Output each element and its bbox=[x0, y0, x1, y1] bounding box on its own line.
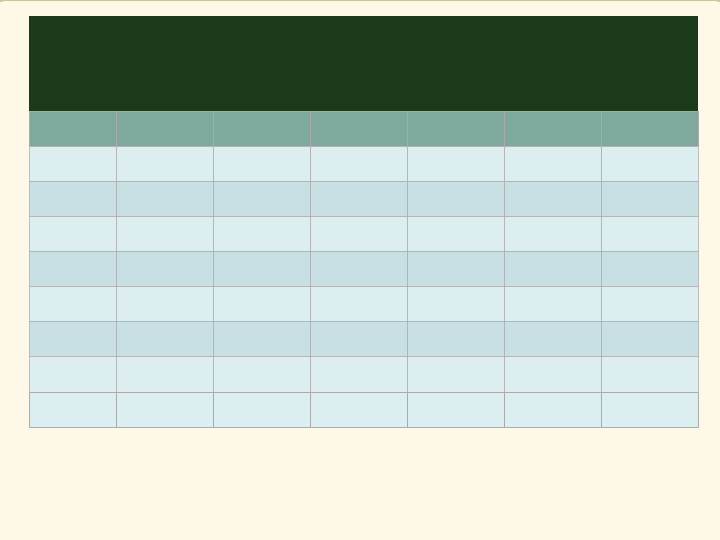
Text: 15-year: 15-year bbox=[526, 122, 580, 135]
Text: Year: Year bbox=[57, 122, 88, 135]
Text: 4.461: 4.461 bbox=[632, 332, 667, 346]
Text: 5-year: 5-year bbox=[239, 122, 284, 135]
Text: 16: 16 bbox=[65, 192, 80, 205]
Text: 100%: 100% bbox=[240, 402, 283, 416]
Text: 5.91: 5.91 bbox=[539, 157, 567, 170]
Text: 4.461: 4.461 bbox=[632, 262, 667, 275]
Text: 2.231: 2.231 bbox=[632, 367, 667, 381]
Text: 7-year: 7-year bbox=[336, 122, 381, 135]
Text: 3-year: 3-year bbox=[142, 122, 187, 135]
Text: Total: Total bbox=[53, 402, 91, 416]
Text: 4.461: 4.461 bbox=[632, 192, 667, 205]
Text: 100%: 100% bbox=[434, 402, 477, 416]
Text: 100%: 100% bbox=[337, 402, 380, 416]
Text: 4.462: 4.462 bbox=[632, 297, 667, 310]
Text: 4.462: 4.462 bbox=[632, 157, 667, 170]
Text: 100%: 100% bbox=[531, 402, 575, 416]
Text: 20: 20 bbox=[64, 332, 80, 346]
Text: 4.462: 4.462 bbox=[632, 227, 667, 240]
Text: 2.95: 2.95 bbox=[539, 192, 567, 205]
Text: 100%: 100% bbox=[143, 402, 186, 416]
Text: 20-year: 20-year bbox=[623, 122, 677, 135]
Text: 18: 18 bbox=[64, 262, 80, 275]
Text: 15: 15 bbox=[64, 157, 80, 170]
Text: PROPERTY: PROPERTY bbox=[302, 74, 425, 94]
Text: 19: 19 bbox=[65, 297, 80, 310]
Text: 21: 21 bbox=[65, 367, 80, 381]
Text: 17: 17 bbox=[64, 227, 80, 240]
Text: MACRS DEPRECIATION BY CLASS OF: MACRS DEPRECIATION BY CLASS OF bbox=[154, 39, 573, 59]
Text: 10-year: 10-year bbox=[428, 122, 482, 135]
Text: 100%: 100% bbox=[629, 402, 671, 416]
